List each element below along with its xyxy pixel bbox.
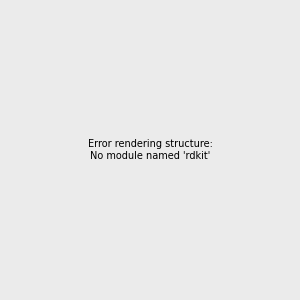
Text: Error rendering structure:
No module named 'rdkit': Error rendering structure: No module nam… xyxy=(88,139,212,161)
